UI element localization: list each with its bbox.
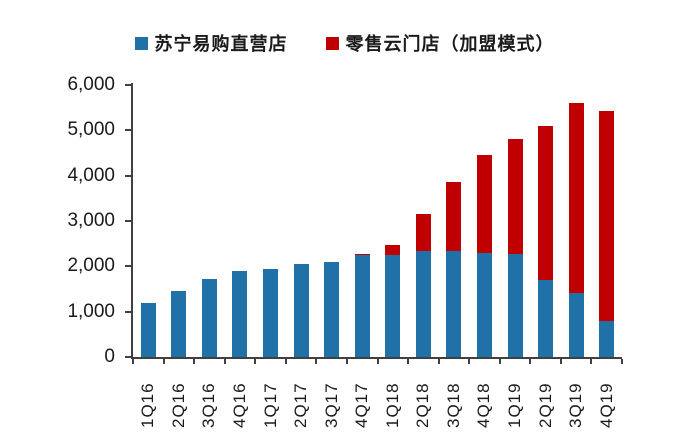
y-tick bbox=[125, 129, 131, 132]
legend-swatch-blue bbox=[134, 36, 148, 50]
y-tick bbox=[125, 220, 131, 222]
y-tick-label: 5,000 bbox=[67, 119, 115, 141]
bar-segment-1q18-s0 bbox=[385, 255, 401, 357]
bar-segment-3q18-s0 bbox=[446, 250, 462, 357]
x-tick bbox=[193, 359, 196, 364]
bar-segment-4q17-s1 bbox=[354, 254, 370, 256]
x-tick bbox=[529, 359, 532, 364]
x-tick bbox=[590, 359, 593, 364]
legend-item-self-operated: 苏宁易购直营店 bbox=[134, 30, 288, 56]
legend-item-retail-cloud: 零售云门店（加盟模式） bbox=[325, 30, 555, 56]
x-tick-label: 1Q18 bbox=[382, 382, 402, 428]
y-axis-line bbox=[131, 83, 133, 359]
x-tick bbox=[498, 359, 501, 364]
y-tick bbox=[125, 310, 131, 313]
bar-segment-4q16-s0 bbox=[232, 271, 248, 357]
x-tick bbox=[315, 359, 318, 364]
bar-segment-4q18-s0 bbox=[476, 252, 492, 357]
bar-segment-4q17-s0 bbox=[354, 255, 370, 357]
bar-segment-2q17-s0 bbox=[293, 263, 309, 357]
bar-segment-1q17-s0 bbox=[263, 268, 279, 357]
x-tick-label: 2Q17 bbox=[291, 382, 311, 428]
x-tick-label: 3Q17 bbox=[321, 382, 341, 428]
bar-segment-3q16-s0 bbox=[201, 279, 217, 357]
x-tick bbox=[407, 359, 410, 364]
y-tick bbox=[125, 265, 131, 268]
bar-segment-2q19-s1 bbox=[538, 125, 554, 280]
x-tick-label: 2Q19 bbox=[535, 382, 555, 428]
x-tick bbox=[162, 359, 165, 364]
bar-segment-1q19-s0 bbox=[507, 253, 523, 357]
x-tick-label: 3Q16 bbox=[199, 382, 219, 428]
x-axis-line bbox=[131, 357, 622, 359]
x-tick bbox=[621, 359, 623, 364]
bar-segment-3q18-s1 bbox=[446, 182, 462, 251]
x-tick bbox=[437, 359, 440, 364]
y-tick-label: 0 bbox=[104, 346, 115, 367]
legend-label-self-operated: 苏宁易购直营店 bbox=[154, 34, 288, 54]
x-tick bbox=[223, 359, 226, 364]
x-tick-label: 3Q19 bbox=[566, 382, 586, 428]
y-tick-label: 4,000 bbox=[67, 164, 115, 186]
legend: 苏宁易购直营店 零售云门店（加盟模式） bbox=[0, 30, 689, 56]
bar-segment-2q16-s0 bbox=[171, 290, 187, 357]
legend-label-retail-cloud: 零售云门店（加盟模式） bbox=[345, 34, 555, 54]
x-tick bbox=[284, 359, 287, 364]
x-tick bbox=[376, 359, 379, 364]
y-tick-label: 2,000 bbox=[67, 255, 115, 277]
bar-segment-1q19-s1 bbox=[507, 139, 523, 254]
bar-segment-2q19-s0 bbox=[538, 279, 554, 357]
bar-segment-4q18-s1 bbox=[476, 155, 492, 253]
x-tick bbox=[254, 359, 257, 364]
y-tick-label: 1,000 bbox=[67, 300, 115, 322]
y-tick-label: 3,000 bbox=[67, 210, 115, 231]
bar-segment-1q16-s0 bbox=[140, 302, 156, 357]
x-tick bbox=[132, 359, 134, 364]
x-tick-label: 3Q18 bbox=[443, 382, 463, 428]
y-tick bbox=[125, 174, 131, 177]
x-tick-label: 1Q19 bbox=[505, 382, 525, 428]
legend-swatch-red bbox=[325, 36, 339, 50]
bar-segment-1q18-s1 bbox=[385, 244, 401, 255]
x-tick-label: 4Q19 bbox=[596, 382, 616, 428]
bar-segment-3q17-s0 bbox=[324, 261, 340, 357]
bar-segment-2q18-s0 bbox=[415, 251, 431, 357]
x-tick-label: 2Q18 bbox=[413, 382, 433, 428]
bar-segment-4q19-s0 bbox=[599, 321, 615, 357]
bar-segment-3q19-s1 bbox=[568, 103, 584, 293]
x-tick bbox=[559, 359, 562, 364]
x-tick-label: 1Q17 bbox=[260, 382, 280, 428]
x-tick-label: 4Q18 bbox=[474, 382, 494, 428]
x-tick-label: 4Q16 bbox=[229, 382, 249, 428]
y-tick bbox=[125, 356, 131, 358]
bar-segment-3q19-s0 bbox=[568, 292, 584, 357]
y-tick bbox=[125, 84, 131, 86]
x-tick bbox=[468, 359, 471, 364]
bar-segment-4q19-s1 bbox=[599, 111, 615, 322]
bar-segment-2q18-s1 bbox=[415, 214, 431, 252]
x-tick-label: 2Q16 bbox=[168, 382, 188, 428]
y-tick-label: 6,000 bbox=[67, 74, 115, 95]
x-tick-label: 4Q17 bbox=[352, 382, 372, 428]
x-tick bbox=[345, 359, 348, 364]
x-tick-label: 1Q16 bbox=[138, 382, 158, 428]
